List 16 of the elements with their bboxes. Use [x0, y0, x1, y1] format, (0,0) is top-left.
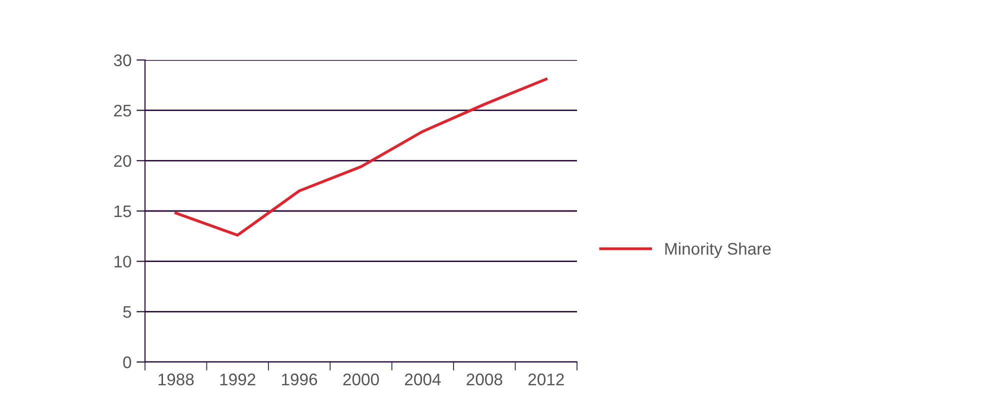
y-tick-label: 25	[114, 104, 132, 117]
x-tick-label: 2004	[405, 374, 441, 386]
x-tick-label: 1996	[282, 374, 318, 386]
legend-label: Minority Share	[665, 242, 771, 258]
y-tick-label: 5	[123, 306, 132, 318]
y-tick-label: 20	[114, 155, 132, 167]
x-tick-label: 1988	[158, 374, 194, 386]
y-tick-label: 30	[114, 54, 132, 66]
y-tick-label: 15	[114, 206, 132, 218]
x-tick-label: 1992	[220, 374, 256, 386]
y-tick-label: 10	[114, 256, 132, 268]
x-tick-label: 2012	[528, 374, 564, 386]
x-tick-label: 2000	[343, 374, 379, 386]
x-tick-label: 2008	[466, 374, 502, 386]
y-tick-label: 0	[123, 356, 132, 368]
line-series	[174, 78, 548, 237]
